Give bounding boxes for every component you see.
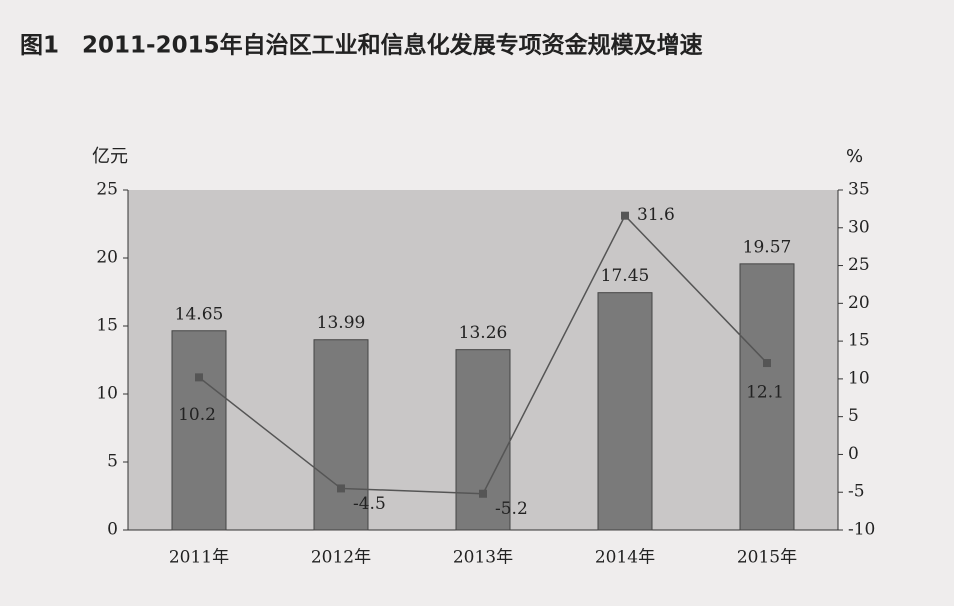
y2-tick-label: 30: [848, 217, 870, 237]
x-tick-label: 2012年: [311, 548, 371, 568]
y-axis-label: 亿元: [92, 146, 128, 167]
line-marker: [479, 489, 487, 498]
y-tick-label: 20: [96, 248, 118, 268]
bar: [739, 263, 795, 531]
y-tick-label: 10: [96, 384, 118, 404]
line-marker: [195, 373, 203, 382]
bar: [171, 330, 227, 531]
y2-tick-label: 15: [848, 331, 870, 351]
y-tick-label: 25: [96, 180, 118, 200]
y-tick-label: 15: [96, 316, 118, 336]
x-tick-label: 2015年: [737, 548, 797, 568]
y2-tick-label: 20: [848, 293, 870, 313]
bar: [597, 292, 653, 531]
line-marker: [763, 359, 771, 368]
x-tick-label: 2013年: [453, 548, 513, 568]
y2-tick-label: -10: [848, 520, 875, 540]
bar-value-label: 13.26: [459, 323, 508, 343]
line-marker: [621, 211, 629, 220]
line-value-label: 31.6: [637, 205, 675, 225]
y2-tick-label: -5: [848, 482, 865, 502]
bar-value-label: 19.57: [743, 237, 792, 257]
line-value-label: -4.5: [353, 494, 386, 514]
y-tick-label: 5: [107, 452, 118, 472]
y-tick-label: 0: [107, 520, 118, 540]
y2-tick-label: 10: [848, 368, 870, 388]
bar: [313, 339, 369, 531]
chart-title: 图1 2011-2015年自治区工业和信息化发展专项资金规模及增速: [20, 32, 703, 59]
x-tick-label: 2011年: [169, 548, 229, 568]
x-tick-label: 2014年: [595, 548, 655, 568]
y2-tick-label: 25: [848, 255, 870, 275]
line-marker: [337, 484, 345, 493]
y2-axis-label: %: [846, 146, 863, 167]
bar-value-label: 13.99: [317, 313, 366, 333]
line-value-label: -5.2: [495, 499, 528, 519]
bar: [455, 349, 511, 531]
y2-tick-label: 35: [848, 180, 870, 200]
bar-value-label: 14.65: [175, 304, 224, 324]
y2-tick-label: 5: [848, 406, 859, 426]
line-value-label: 10.2: [178, 405, 216, 425]
bar-value-label: 17.45: [601, 266, 650, 286]
line-value-label: 12.1: [746, 383, 784, 403]
y2-tick-label: 0: [848, 444, 859, 464]
